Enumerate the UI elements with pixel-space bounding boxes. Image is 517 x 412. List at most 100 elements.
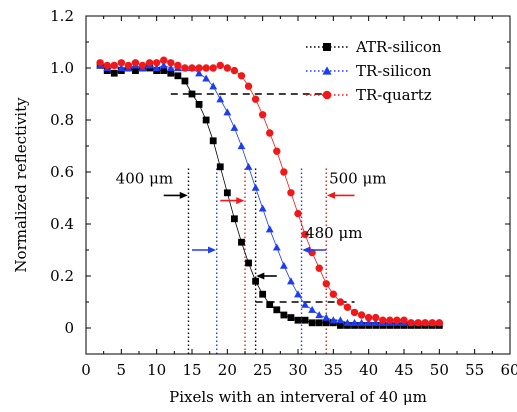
data-point bbox=[160, 67, 168, 74]
y-tick-label: 0.6 bbox=[50, 163, 74, 181]
data-point bbox=[195, 69, 203, 77]
y-tick-label: 1.0 bbox=[50, 59, 74, 77]
data-point bbox=[237, 72, 246, 80]
data-point bbox=[315, 311, 324, 319]
data-point bbox=[167, 59, 175, 67]
legend-label: ATR-silicon bbox=[355, 38, 442, 56]
data-point bbox=[209, 64, 217, 72]
data-point bbox=[230, 123, 239, 131]
arrow-head bbox=[326, 191, 335, 199]
data-point bbox=[259, 290, 267, 298]
data-point bbox=[357, 311, 366, 319]
data-point bbox=[124, 61, 133, 70]
data-point bbox=[266, 129, 274, 137]
data-point bbox=[231, 215, 238, 223]
legend: ATR-silicon TR-silicon TR-quartz bbox=[306, 38, 442, 104]
arrow-head bbox=[256, 272, 265, 280]
annotation-400um: 400 μm bbox=[116, 169, 173, 187]
data-point bbox=[251, 95, 260, 103]
x-tick-label: 15 bbox=[182, 361, 201, 379]
data-point bbox=[265, 225, 274, 233]
data-point bbox=[343, 318, 352, 326]
data-point bbox=[223, 189, 231, 197]
data-point bbox=[166, 64, 175, 72]
data-point bbox=[350, 318, 359, 326]
data-point bbox=[301, 316, 309, 324]
data-point bbox=[421, 319, 429, 327]
data-point bbox=[322, 280, 330, 288]
data-point bbox=[245, 259, 252, 267]
data-point bbox=[273, 147, 281, 155]
data-series bbox=[96, 56, 444, 329]
data-point bbox=[216, 163, 224, 171]
x-tick-label: 30 bbox=[288, 361, 307, 379]
data-point bbox=[343, 303, 352, 311]
data-point bbox=[138, 61, 147, 70]
annotation-500um: 500 μm bbox=[329, 169, 386, 187]
arrow-head bbox=[179, 191, 188, 199]
data-point bbox=[152, 64, 161, 72]
annotation-arrows bbox=[163, 191, 355, 280]
arrow-head bbox=[236, 197, 245, 205]
data-point bbox=[287, 277, 295, 285]
data-point bbox=[251, 183, 260, 191]
data-point bbox=[280, 168, 288, 176]
x-tick-label: 25 bbox=[253, 361, 272, 379]
x-tick-label: 60 bbox=[500, 361, 517, 379]
data-point bbox=[315, 264, 323, 272]
data-point bbox=[223, 64, 232, 72]
x-tick-label: 10 bbox=[147, 361, 166, 379]
y-tick-label: 0.8 bbox=[50, 111, 74, 129]
x-tick-label: 20 bbox=[218, 361, 237, 379]
data-point bbox=[223, 108, 232, 116]
data-point bbox=[258, 111, 267, 119]
data-point bbox=[350, 308, 359, 317]
data-point bbox=[188, 90, 196, 98]
data-point bbox=[181, 64, 189, 72]
legend-label: TR-silicon bbox=[356, 62, 432, 80]
x-tick-label: 45 bbox=[394, 361, 413, 379]
data-point bbox=[181, 77, 189, 85]
data-point bbox=[272, 243, 281, 251]
data-point bbox=[372, 313, 380, 322]
data-point bbox=[145, 59, 154, 67]
x-tick-label: 5 bbox=[117, 361, 127, 379]
data-point bbox=[202, 116, 210, 124]
data-point bbox=[371, 318, 380, 326]
data-point bbox=[202, 74, 211, 82]
data-point bbox=[414, 319, 422, 327]
data-point bbox=[287, 189, 295, 197]
data-point bbox=[132, 67, 139, 74]
data-point bbox=[294, 290, 302, 298]
legend-marker bbox=[322, 90, 332, 100]
data-point bbox=[195, 101, 203, 108]
data-point bbox=[237, 142, 246, 150]
arrow-head bbox=[208, 246, 217, 254]
data-point bbox=[386, 316, 394, 324]
data-point bbox=[238, 238, 245, 246]
data-point bbox=[364, 318, 373, 326]
data-point bbox=[379, 316, 387, 324]
data-point bbox=[174, 61, 182, 70]
x-tick-label: 50 bbox=[430, 361, 449, 379]
data-point bbox=[294, 209, 302, 218]
data-point bbox=[400, 316, 408, 324]
data-point bbox=[216, 95, 225, 103]
data-point bbox=[244, 82, 253, 90]
data-point bbox=[152, 59, 161, 67]
data-point bbox=[287, 314, 295, 321]
y-axis-label: Normalized reflectivity bbox=[12, 97, 30, 273]
data-point bbox=[174, 72, 182, 80]
data-point bbox=[337, 322, 344, 329]
data-point bbox=[336, 316, 345, 324]
data-point bbox=[117, 64, 126, 72]
data-point bbox=[357, 318, 366, 326]
data-point bbox=[202, 64, 210, 72]
axis-ticks: 0 5 10 15 20 25 30 35 40 45 50 55 60 0 0.2 0.4 0.6 0.8 1.0… bbox=[50, 7, 517, 379]
arrow-head bbox=[302, 246, 311, 254]
data-point bbox=[209, 82, 218, 90]
data-point bbox=[308, 305, 317, 313]
data-point bbox=[258, 204, 267, 212]
data-point bbox=[103, 61, 111, 70]
